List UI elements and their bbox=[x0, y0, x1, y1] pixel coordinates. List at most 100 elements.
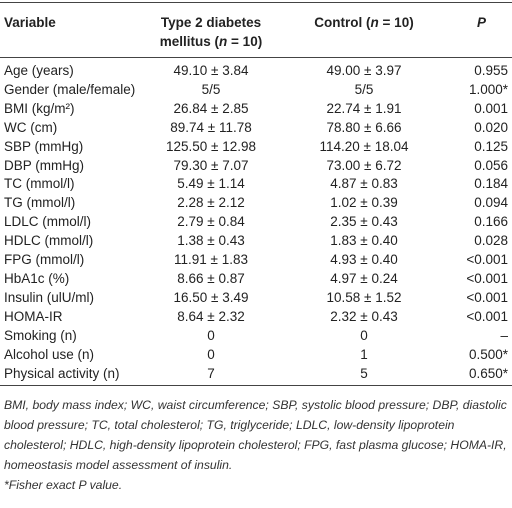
row-label: WC (cm) bbox=[4, 119, 58, 135]
footnote: BMI, body mass index; WC, waist circumfe… bbox=[4, 398, 507, 473]
row-label: Alcohol use (n) bbox=[4, 346, 95, 362]
cell: 0.001 bbox=[474, 100, 508, 116]
row-label: Age (years) bbox=[4, 63, 74, 78]
table-row: HbA1c (%) 8.66 ± 0.87 4.97 ± 0.24 <0.001 bbox=[0, 270, 512, 289]
cell: 4.93 ± 0.40 bbox=[330, 252, 398, 268]
cell: 1 bbox=[360, 346, 368, 362]
cell: 0.094 bbox=[474, 195, 508, 211]
cell: <0.001 bbox=[466, 289, 508, 305]
header-row: Variable Type 2 diabetes mellitus (n = 10… bbox=[0, 2, 512, 58]
table-row: SBP (mmHg) 125.50 ± 12.98 114.20 ± 18.04 0.… bbox=[0, 138, 512, 157]
row-label: SBP (mmHg) bbox=[4, 138, 84, 154]
table-row: Age (years) 49.10 ± 3.84 49.00 ± 3.97 0.955 bbox=[0, 58, 512, 81]
header-text: P bbox=[476, 15, 486, 30]
cell: 7 bbox=[140, 364, 282, 387]
table-row: HOMA-IR 8.64 ± 2.32 2.32 ± 0.43 <0.001 bbox=[0, 308, 512, 327]
header-cell: Control (n = 10) bbox=[282, 2, 446, 58]
cell: 1.000* bbox=[468, 81, 508, 97]
row-label: Smoking (n) bbox=[4, 327, 77, 343]
cell: 1.02 ± 0.39 bbox=[330, 195, 398, 211]
cell: 1.38 ± 0.43 bbox=[177, 233, 245, 249]
cell: 2.28 ± 2.12 bbox=[177, 195, 245, 211]
table-row: Alcohol use (n) 0 1 0.500* bbox=[0, 346, 512, 365]
header-text: Variable bbox=[4, 15, 56, 30]
header-text: = 10) bbox=[227, 34, 263, 49]
cell: 125.50 ± 12.98 bbox=[166, 138, 256, 154]
cell: <0.001 bbox=[466, 308, 508, 324]
cell: 5 bbox=[282, 364, 446, 387]
cell: 11.91 ± 1.83 bbox=[174, 252, 248, 268]
cell: 0 bbox=[360, 327, 368, 343]
cell: 5.49 ± 1.14 bbox=[177, 176, 245, 192]
footnote: *Fisher exact P value. bbox=[4, 478, 123, 493]
cell: 79.30 ± 7.07 bbox=[173, 157, 249, 173]
row-label: Insulin (ulU/ml) bbox=[4, 289, 95, 305]
cell: 89.74 ± 11.78 bbox=[170, 119, 252, 135]
data-table: Variable Type 2 diabetes mellitus (n = 10… bbox=[0, 2, 512, 387]
table-row: BMI (kg/m²) 26.84 ± 2.85 22.74 ± 1.91 0.001 bbox=[0, 100, 512, 119]
table-row: HDLC (mmol/l) 1.38 ± 0.43 1.83 ± 0.40 0.028 bbox=[0, 232, 512, 251]
cell: 8.66 ± 0.87 bbox=[177, 270, 245, 286]
table-row: WC (cm) 89.74 ± 11.78 78.80 ± 6.66 0.020 bbox=[0, 119, 512, 138]
table-row: TG (mmol/l) 2.28 ± 2.12 1.02 ± 0.39 0.094 bbox=[0, 194, 512, 213]
cell: 49.00 ± 3.97 bbox=[326, 63, 402, 78]
table-head: Variable Type 2 diabetes mellitus (n = 10… bbox=[0, 2, 512, 58]
row-label: DBP (mmHg) bbox=[4, 157, 85, 173]
table-row: Smoking (n) 0 0 – bbox=[0, 327, 512, 346]
header-cell: P bbox=[446, 2, 512, 58]
header-text: Type 2 diabetes mellitus ( bbox=[159, 15, 262, 49]
cell: 0.184 bbox=[474, 176, 508, 192]
cell: 0.020 bbox=[474, 119, 508, 135]
footnotes: BMI, body mass index; WC, waist circumfe… bbox=[0, 386, 512, 495]
cell: 0.500* bbox=[468, 346, 508, 362]
row-label: Gender (male/female) bbox=[4, 81, 136, 97]
header-cell: Type 2 diabetes mellitus (n = 10) bbox=[140, 2, 282, 58]
cell: 0.650* bbox=[446, 364, 512, 387]
row-label: HDLC (mmol/l) bbox=[4, 233, 94, 249]
table-row: DBP (mmHg) 79.30 ± 7.07 73.00 ± 6.72 0.056 bbox=[0, 157, 512, 176]
cell: 2.79 ± 0.84 bbox=[177, 214, 245, 230]
row-label: FPG (mmol/l) bbox=[4, 252, 85, 268]
cell: 2.32 ± 0.43 bbox=[330, 308, 398, 324]
cell: 5/5 bbox=[201, 81, 221, 97]
header-text: = 10) bbox=[378, 15, 414, 30]
cell: <0.001 bbox=[466, 270, 508, 286]
cell: – bbox=[500, 327, 508, 343]
table-row: LDLC (mmol/l) 2.79 ± 0.84 2.35 ± 0.43 0.166 bbox=[0, 213, 512, 232]
row-label: Physical activity (n) bbox=[0, 364, 140, 387]
header-text: n bbox=[219, 34, 228, 49]
cell: 5/5 bbox=[354, 81, 374, 97]
row-label: TG (mmol/l) bbox=[4, 195, 76, 211]
cell: 114.20 ± 18.04 bbox=[319, 138, 409, 154]
cell: <0.001 bbox=[466, 252, 508, 268]
header-cell: Variable bbox=[0, 2, 140, 58]
cell: 8.64 ± 2.32 bbox=[177, 308, 245, 324]
row-label: HbA1c (%) bbox=[4, 270, 70, 286]
cell: 2.35 ± 0.43 bbox=[330, 214, 398, 230]
table-row: Insulin (ulU/ml) 16.50 ± 3.49 10.58 ± 1.52… bbox=[0, 289, 512, 308]
cell: 4.87 ± 0.83 bbox=[330, 176, 398, 192]
cell: 0 bbox=[207, 346, 215, 362]
cell: 73.00 ± 6.72 bbox=[326, 157, 402, 173]
row-label: LDLC (mmol/l) bbox=[4, 214, 92, 230]
table-row: Gender (male/female) 5/5 5/5 1.000* bbox=[0, 81, 512, 100]
cell: 1.83 ± 0.40 bbox=[330, 233, 398, 249]
cell: 22.74 ± 1.91 bbox=[326, 100, 402, 116]
cell: 0 bbox=[207, 327, 215, 343]
cell: 0.955 bbox=[474, 63, 508, 78]
header-text: n bbox=[370, 15, 379, 30]
table-row: TC (mmol/l) 5.49 ± 1.14 4.87 ± 0.83 0.184 bbox=[0, 175, 512, 194]
cell: 0.125 bbox=[474, 138, 508, 154]
row-label: HOMA-IR bbox=[4, 308, 63, 324]
cell: 4.97 ± 0.24 bbox=[330, 270, 398, 286]
cell: 16.50 ± 3.49 bbox=[173, 289, 249, 305]
cell: 0.056 bbox=[474, 157, 508, 173]
cell: 78.80 ± 6.66 bbox=[326, 119, 402, 135]
row-label: BMI (kg/m²) bbox=[4, 100, 75, 116]
cell: 0.028 bbox=[474, 233, 508, 249]
cell: 49.10 ± 3.84 bbox=[173, 63, 249, 78]
table-row: Physical activity (n) 7 5 0.650* bbox=[0, 364, 512, 387]
header-text: Control ( bbox=[314, 15, 371, 30]
cell: 0.166 bbox=[474, 214, 508, 230]
